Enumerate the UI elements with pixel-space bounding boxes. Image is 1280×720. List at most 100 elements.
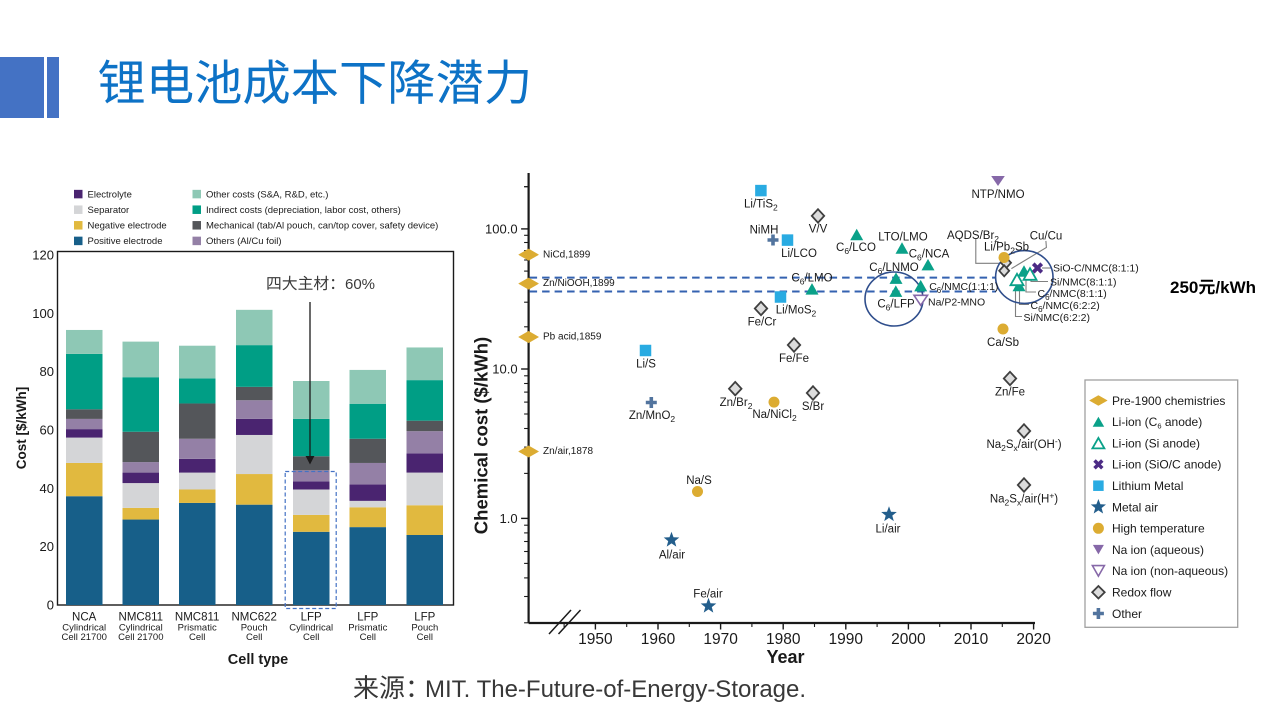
svg-text:Negative electrode: Negative electrode (88, 221, 167, 232)
svg-text:Zn/Fe: Zn/Fe (995, 387, 1025, 399)
svg-text:High temperature: High temperature (1112, 522, 1205, 536)
svg-text:80: 80 (40, 364, 54, 379)
svg-text:SiO-C/NMC(8:1:1): SiO-C/NMC(8:1:1) (1053, 263, 1139, 275)
svg-text:20: 20 (40, 539, 54, 554)
svg-text:Zn/air,1878: Zn/air,1878 (543, 446, 593, 457)
svg-text:Metal air: Metal air (1112, 500, 1158, 514)
svg-text:Separator: Separator (88, 205, 130, 216)
svg-text:1.0: 1.0 (500, 511, 518, 526)
svg-text:Si/NMC(8:1:1): Si/NMC(8:1:1) (1050, 277, 1117, 289)
svg-text:C6/NMC(1:1:1): C6/NMC(1:1:1) (929, 281, 998, 295)
svg-text:NMC622: NMC622 (232, 612, 277, 624)
svg-text:Cell: Cell (246, 632, 262, 643)
svg-text:Cell: Cell (303, 632, 319, 643)
svg-text:LFP: LFP (301, 612, 322, 624)
svg-text:C6/LCO: C6/LCO (836, 242, 876, 256)
svg-text:Li-ion (Si anode): Li-ion (Si anode) (1112, 436, 1200, 450)
svg-text:C6/LMO: C6/LMO (791, 272, 832, 286)
svg-text:Na/NiCl2: Na/NiCl2 (752, 409, 797, 423)
svg-text:Zn/NiOOH,1899: Zn/NiOOH,1899 (543, 278, 615, 289)
svg-text:Zn/Br2: Zn/Br2 (720, 397, 753, 411)
svg-text:NMC811: NMC811 (175, 612, 220, 624)
svg-text:NCA: NCA (72, 612, 97, 624)
svg-text:NMC811: NMC811 (119, 612, 164, 624)
svg-text:C6/LNMO: C6/LNMO (869, 262, 919, 276)
svg-text:Cost [$/kWh]: Cost [$/kWh] (14, 387, 29, 470)
svg-text:C6/LFP: C6/LFP (877, 299, 915, 313)
svg-text:Li/S: Li/S (636, 359, 656, 371)
svg-text:250: 250 (1170, 278, 1198, 297)
svg-text:Al/air: Al/air (659, 550, 685, 562)
svg-text:Pb acid,1859: Pb acid,1859 (543, 332, 602, 343)
svg-text:Other costs (S&A, R&D, etc.): Other costs (S&A, R&D, etc.) (206, 189, 328, 200)
svg-text:Ca/Sb: Ca/Sb (987, 337, 1019, 349)
svg-text:Li-ion (C6 anode): Li-ion (C6 anode) (1112, 415, 1202, 431)
svg-text:Li/LCO: Li/LCO (781, 248, 817, 260)
svg-text:1950: 1950 (578, 631, 613, 648)
svg-text:Cylindrical: Cylindrical (289, 623, 333, 634)
svg-text:Na ion (non-aqueous): Na ion (non-aqueous) (1112, 564, 1228, 578)
svg-text:Fe/Cr: Fe/Cr (748, 316, 777, 328)
svg-text:Na2Sx/air(H+): Na2Sx/air(H+) (990, 491, 1058, 508)
svg-text:Electrolyte: Electrolyte (88, 189, 132, 200)
svg-text:Pouch: Pouch (241, 623, 268, 634)
svg-text:Si/NMC(6:2:2): Si/NMC(6:2:2) (1024, 312, 1091, 324)
svg-text:Year: Year (766, 647, 804, 667)
svg-text:60%: 60% (345, 276, 375, 293)
svg-text:Zn/MnO2: Zn/MnO2 (629, 410, 676, 424)
svg-text:V/V: V/V (809, 224, 828, 236)
svg-text:120: 120 (32, 248, 54, 263)
svg-text:Cell: Cell (417, 632, 433, 643)
svg-text:Lithium Metal: Lithium Metal (1112, 479, 1183, 493)
svg-text:C6/NMC(8:1:1): C6/NMC(8:1:1) (1038, 288, 1107, 302)
svg-text:Na2Sx/air(OH-): Na2Sx/air(OH-) (986, 436, 1061, 453)
svg-text:Li/air: Li/air (876, 524, 901, 536)
svg-text:LFP: LFP (414, 612, 435, 624)
svg-text:Pre-1900 chemistries: Pre-1900 chemistries (1112, 394, 1225, 408)
svg-text:Fe/air: Fe/air (693, 589, 723, 601)
svg-text:Prismatic: Prismatic (178, 623, 217, 634)
svg-text:Cell: Cell (360, 632, 376, 643)
svg-text:Li/TiS2: Li/TiS2 (744, 199, 778, 213)
svg-text:LTO/LMO: LTO/LMO (878, 231, 927, 243)
svg-text:Na ion (aqueous): Na ion (aqueous) (1112, 543, 1204, 557)
svg-text:0: 0 (47, 598, 54, 613)
svg-text:C6/NMC(6:2:2): C6/NMC(6:2:2) (1031, 300, 1100, 314)
svg-text:AQDS/Br2: AQDS/Br2 (947, 230, 999, 244)
svg-text:100.0: 100.0 (485, 221, 518, 236)
svg-text:2010: 2010 (954, 631, 989, 648)
svg-text:NiMH: NiMH (750, 225, 779, 237)
svg-text:Cell 21700: Cell 21700 (118, 632, 163, 643)
svg-text:1960: 1960 (641, 631, 676, 648)
svg-text:Mechanical (tab/Al pouch, can/: Mechanical (tab/Al pouch, can/top cover,… (206, 221, 438, 232)
svg-text:NiCd,1899: NiCd,1899 (543, 249, 591, 260)
svg-text:Cell: Cell (189, 632, 205, 643)
svg-text:10.0: 10.0 (492, 362, 517, 377)
svg-text:NTP/NMO: NTP/NMO (971, 189, 1024, 201)
svg-text:C6/NCA: C6/NCA (909, 248, 950, 262)
svg-text:2000: 2000 (891, 631, 926, 648)
svg-text:Indirect costs (depreciation,: Indirect costs (depreciation, labor cost… (206, 205, 401, 216)
svg-text:Cylindrical: Cylindrical (119, 623, 163, 634)
svg-text:/kWh: /kWh (1215, 278, 1256, 297)
svg-text:1970: 1970 (703, 631, 738, 648)
svg-text:1980: 1980 (766, 631, 801, 648)
svg-text:Chemical cost ($/kWh): Chemical cost ($/kWh) (471, 337, 492, 534)
svg-text:Redox flow: Redox flow (1112, 586, 1172, 600)
svg-text:Positive electrode: Positive electrode (88, 236, 163, 247)
svg-text:40: 40 (40, 481, 54, 496)
svg-text:Li/Pb2Sb: Li/Pb2Sb (984, 241, 1029, 255)
svg-text:Others (Al/Cu foil): Others (Al/Cu foil) (206, 236, 282, 247)
svg-text:Na/S: Na/S (686, 475, 712, 487)
svg-text:Li-ion (SiO/C anode): Li-ion (SiO/C anode) (1112, 458, 1221, 472)
svg-text:S/Br: S/Br (802, 401, 825, 413)
svg-text:2020: 2020 (1016, 631, 1051, 648)
svg-text:Pouch: Pouch (411, 623, 438, 634)
svg-text:100: 100 (32, 306, 54, 321)
svg-text:Cu/Cu: Cu/Cu (1030, 231, 1063, 243)
svg-text:Cell 21700: Cell 21700 (61, 632, 106, 643)
svg-text:Li/MoS2: Li/MoS2 (776, 305, 817, 319)
svg-text:1990: 1990 (829, 631, 864, 648)
svg-text:Cell type: Cell type (228, 652, 288, 668)
svg-text:Prismatic: Prismatic (348, 623, 387, 634)
